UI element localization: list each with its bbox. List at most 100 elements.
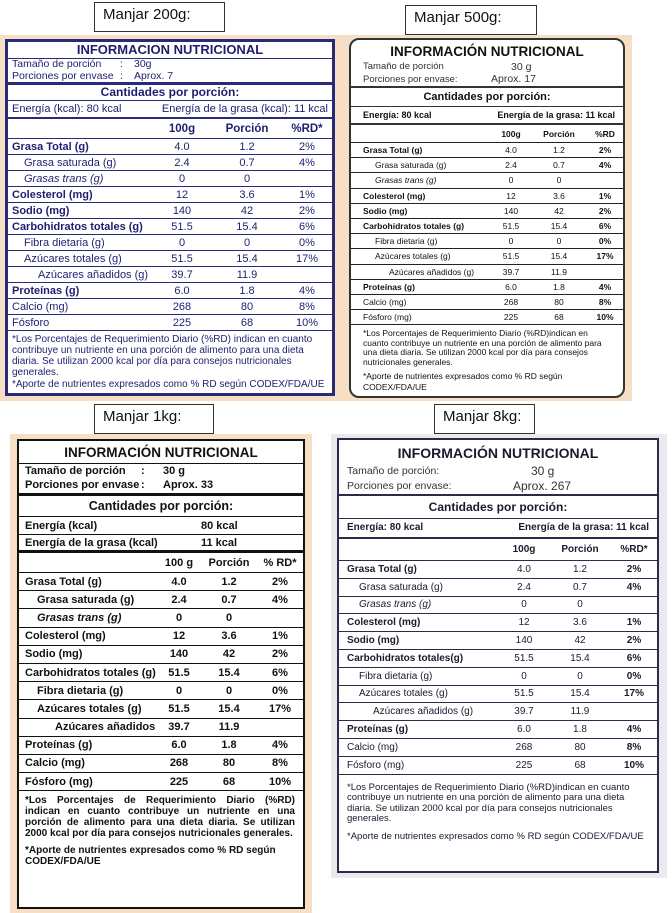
footnote-rd: *Los Porcentajes de Requerimiento Diario… (363, 328, 602, 367)
nutrient-row: Azúcares totales (g) 51.5 15.4 17% (351, 249, 623, 265)
value-portion: 15.4 (570, 652, 590, 664)
nutrient-name: Grasa Total (g) (363, 145, 423, 156)
nutrient-name: Azúcares totales (g) (37, 702, 142, 715)
nutrient-row: Grasas trans (g) 0 0 (339, 597, 657, 615)
value-portion: 0.7 (573, 581, 587, 593)
serving-value: 30 g (511, 61, 532, 73)
value-portion: 80 (222, 757, 236, 770)
value-100g: 51.5 (502, 221, 520, 232)
value-100g: 140 (503, 205, 519, 216)
value-100g: 225 (503, 312, 519, 323)
value-portion: 1.2 (239, 140, 255, 153)
value-100g: 12 (172, 630, 186, 643)
value-rd: 2% (598, 205, 612, 216)
nutrient-row: Azúcares añadidos (g) 39.7 11.9 (8, 267, 332, 283)
portions-row: Porciones por envase: Aprox. 17 (351, 73, 623, 88)
value-rd: 1% (598, 190, 612, 201)
nutrient-row: Azúcares totales (g) 51.5 15.4 17% (339, 686, 657, 704)
nutrient-row: Fibra dietaria (g) 0 0 0% (351, 234, 623, 250)
label-title: INFORMACIÓN NUTRICIONAL (397, 445, 599, 461)
value-100g: 4.0 (171, 575, 187, 588)
nutrient-name: Grasa saturada (g) (375, 160, 447, 171)
value-portion: 3.6 (553, 190, 565, 201)
serving-value: 30 g (163, 465, 186, 477)
nutrition-panel-500g: INFORMACIÓN NUTRICIONAL Tamaño de porció… (341, 35, 632, 401)
value-100g: 39.7 (514, 706, 534, 718)
nutrient-name: Grasas trans (g) (24, 172, 104, 185)
value-100g: 268 (515, 741, 533, 753)
energy-value: Energía: 80 kcal (347, 522, 424, 533)
value-100g: 140 (169, 648, 189, 661)
col-portion: Porción (208, 556, 250, 569)
nutrient-name: Sodio (mg) (25, 648, 83, 661)
nutrient-row: Grasa Total (g) 4.0 1.2 2% (8, 139, 332, 155)
nutrient-row: Azúcares añadidos (g) 39.7 11.9 (351, 265, 623, 280)
energy-row: Energía (kcal) 80 kcal (19, 517, 303, 535)
value-portion: 0 (225, 611, 233, 624)
portions-row: Porciones por envase : Aprox. 33 (19, 478, 303, 496)
value-portion: 0 (243, 236, 251, 249)
col-rd: %RD* (620, 544, 648, 555)
value-100g: 51.5 (514, 688, 534, 700)
value-rd: 4% (272, 739, 288, 752)
nutrient-name: Calcio (mg) (363, 296, 407, 307)
nutrient-row: Azúcares totales (g) 51.5 15.4 17% (19, 700, 303, 719)
value-portion: 0 (577, 670, 583, 682)
nutrient-row: Sodio (mg) 140 42 2% (8, 203, 332, 219)
portions-label: Porciones por envase: (363, 74, 458, 85)
value-100g: 225 (172, 316, 192, 329)
value-portion: 1.8 (553, 281, 565, 292)
value-100g: 268 (169, 757, 189, 770)
value-100g: 12 (175, 188, 189, 201)
nutrient-name: Fibra dietaria (g) (375, 236, 438, 247)
per-portion-heading: Cantidades por porción: (339, 496, 657, 519)
nutrient-row: Proteínas (g) 6.0 1.8 4% (19, 737, 303, 755)
nutrient-row: Grasa saturada (g) 2.4 0.7 4% (19, 591, 303, 610)
nutrient-row: Fibra dietaria (g) 0 0 0% (339, 668, 657, 686)
nutrient-name: Carbohidratos totales(g) (347, 652, 464, 664)
nutrient-name: Fibra dietaria (g) (37, 684, 124, 697)
value-rd: 4% (598, 281, 612, 292)
footnote-rd: *Los Porcentajes de Requerimiento Diario… (12, 334, 313, 378)
value-portion: 0 (556, 175, 562, 186)
fat-energy-label: Energía de la grasa (kcal) (25, 536, 158, 549)
nutrition-panel-200g: INFORMACION NUTRICIONAL Tamaño de porció… (0, 35, 341, 401)
serving-row: Tamaño de porción: 30 g (339, 464, 657, 478)
label-manjar-200g: Manjar 200g: (94, 2, 225, 32)
nutrient-name: Carbohidratos totales (g) (25, 666, 156, 679)
value-100g: 51.5 (171, 252, 193, 265)
value-portion: 80 (574, 741, 586, 753)
nutrient-row: Calcio (mg) 268 80 8% (339, 739, 657, 757)
label-title: INFORMACIÓN NUTRICIONAL (390, 44, 584, 59)
portions-row: Porciones por envase : Aprox. 7 (8, 70, 332, 85)
nutrition-label: INFORMACION NUTRICIONAL Tamaño de porció… (5, 39, 335, 396)
value-portion: 15.4 (236, 220, 258, 233)
nutrient-row: Grasas trans (g) 0 0 (351, 173, 623, 189)
value-rd: 10% (623, 759, 644, 771)
fat-energy-value: Energía de la grasa: 11 kcal (518, 522, 649, 533)
value-portion: 1.2 (221, 575, 237, 588)
nutrient-row: Fibra dietaria (g) 0 0 0% (8, 235, 332, 251)
nutrient-row: Sodio (mg) 140 42 2% (351, 204, 623, 219)
col-100g: 100 g (164, 556, 194, 569)
nutrient-name: Grasas trans (g) (37, 611, 122, 624)
nutrition-label: INFORMACIÓN NUTRICIONAL Tamaño de porció… (349, 38, 625, 398)
value-100g: 225 (515, 759, 533, 771)
value-rd: 0% (299, 236, 315, 249)
serving-label: Tamaño de porción (363, 61, 444, 72)
value-100g: 0 (508, 236, 514, 247)
value-portion: 68 (554, 312, 564, 323)
nutrient-name: Fósforo (12, 316, 50, 329)
col-portion: Porción (225, 122, 269, 135)
nutrient-row: Proteínas (g) 6.0 1.8 4% (8, 283, 332, 299)
nutrient-name: Grasa Total (g) (25, 575, 102, 588)
nutrient-name: Grasa saturada (g) (37, 593, 135, 606)
value-portion: 15.4 (218, 666, 240, 679)
value-100g: 140 (172, 204, 192, 217)
portions-value: Aprox. 17 (491, 73, 536, 85)
value-rd: 8% (626, 741, 642, 753)
col-portion: Porción (543, 128, 575, 139)
nutrition-panel-1kg: INFORMACIÓN NUTRICIONAL Tamaño de porció… (10, 434, 312, 913)
value-portion: 1.8 (221, 739, 237, 752)
value-portion: 15.4 (236, 252, 258, 265)
